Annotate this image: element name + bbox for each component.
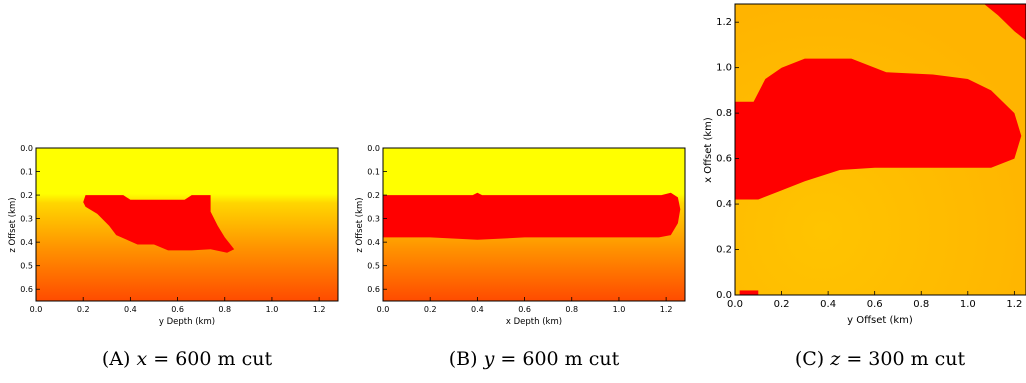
panel-a-ticks: 0.0 0.2 0.4 0.6 0.8 1.0 1.2 0.0 0.1 0.2 0.3 0.4 0.5 0… [20,144,325,314]
y-tick-label: 0.8 [716,108,732,119]
x-tick-label: 0.6 [867,299,883,310]
x-tick-label: 1.0 [266,305,279,314]
x-tick-label: 1.0 [613,305,626,314]
x-tick-label: 1.2 [1006,299,1022,310]
x-tick-label: 0.4 [820,299,836,310]
panel-c-red-body [735,58,1022,200]
y-tick-label: 0.0 [20,144,33,153]
x-tick-label: 0.4 [124,305,137,314]
x-tick-label: 0.0 [30,305,43,314]
panel-a-red-body [83,195,235,253]
y-tick-label: 0.2 [367,191,380,200]
x-tick-label: 0.6 [171,305,184,314]
panel-a: 0.0 0.2 0.4 0.6 0.8 1.0 1.2 0.0 0.1 0.2 0.3 0.4 0.5 0… [8,144,339,327]
x-tick-label: 0.2 [424,305,437,314]
y-tick-label: 0.1 [367,168,380,177]
y-tick-label: 0.0 [716,290,732,301]
panel-a-xlabel: y Depth (km) [159,317,215,327]
x-tick-label: 0.8 [565,305,578,314]
y-tick-label: 0.5 [367,262,380,271]
panel-b-ticks: 0.0 0.2 0.4 0.6 0.8 1.0 1.2 0.0 0.1 0.2 0.3 0.4 0.5 0… [367,144,672,314]
panel-c-xlabel: y Offset (km) [847,315,913,326]
y-tick-label: 0.4 [716,199,732,210]
panel-a-ylabel: z Offset (km) [8,197,18,252]
panel-c-frame [734,3,1026,296]
x-tick-label: 0.8 [913,299,929,310]
panel-c-corner-body [984,4,1026,41]
y-tick-label: 0.4 [367,238,380,247]
panel-b: 0.0 0.2 0.4 0.6 0.8 1.0 1.2 0.0 0.1 0.2 0.3 0.4 0.5 0… [355,144,686,327]
x-tick-label: 0.2 [774,299,790,310]
panel-b-frame [382,147,686,302]
x-tick-label: 0.0 [377,305,390,314]
panel-b-xlabel: x Depth (km) [506,317,562,327]
y-tick-label: 0.6 [20,285,33,294]
caption-c: (C) z = 300 m cut [795,348,966,370]
y-tick-label: 0.3 [20,215,33,224]
y-tick-label: 1.2 [716,17,732,28]
x-tick-label: 1.2 [660,305,673,314]
y-tick-label: 0.3 [367,215,380,224]
x-tick-label: 1.2 [313,305,326,314]
x-tick-label: 0.6 [518,305,531,314]
panel-c-ticks: 0.0 0.2 0.4 0.6 0.8 1.0 1.2 0.0 0.2 0.4 0.6 0.8 1.0 1… [716,17,1022,310]
x-tick-label: 0.0 [727,299,743,310]
x-tick-label: 0.8 [218,305,231,314]
panel-c-ylabel: x Offset (km) [703,117,714,183]
y-tick-label: 1.0 [716,63,732,74]
x-tick-label: 0.4 [471,305,484,314]
panel-c-small-patch [739,290,759,295]
y-tick-label: 0.6 [716,154,732,165]
y-tick-label: 0.2 [716,245,732,256]
caption-a: (A) x = 600 m cut [102,348,273,370]
panel-a-frame [35,147,339,302]
panel-b-red-body [383,192,681,240]
y-tick-label: 0.1 [20,168,33,177]
panel-b-ylabel: z Offset (km) [355,197,365,252]
panel-c: 0.0 0.2 0.4 0.6 0.8 1.0 1.2 0.0 0.2 0.4 0.6 0.8 1.0 1… [703,3,1026,326]
y-tick-label: 0.5 [20,262,33,271]
x-tick-label: 1.0 [960,299,976,310]
caption-b: (B) y = 600 m cut [449,348,620,370]
x-tick-label: 0.2 [77,305,90,314]
y-tick-label: 0.0 [367,144,380,153]
y-tick-label: 0.2 [20,191,33,200]
y-tick-label: 0.4 [20,238,33,247]
y-tick-label: 0.6 [367,285,380,294]
